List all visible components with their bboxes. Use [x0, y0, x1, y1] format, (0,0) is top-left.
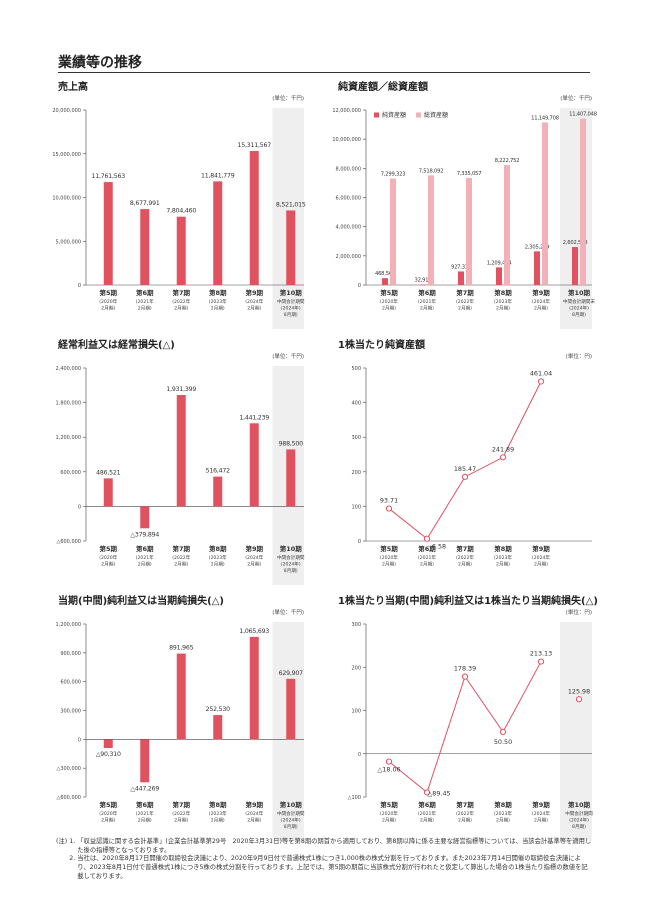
y-tick-label: △100 — [348, 795, 361, 801]
data-point — [462, 674, 467, 679]
data-point — [386, 759, 391, 764]
x-sublabel: 8月期) — [572, 824, 586, 830]
x-sublabel: 2月期) — [496, 818, 510, 824]
y-tick-label: 0 — [358, 752, 361, 758]
data-label: 213.13 — [530, 650, 552, 658]
x-sublabel: 2月期) — [534, 818, 548, 824]
footnote-prefix: (注) — [56, 838, 69, 855]
data-label: △89.45 — [427, 789, 450, 797]
data-label: 178.39 — [454, 665, 476, 673]
data-point — [538, 659, 543, 664]
x-category-label: 第6期 — [418, 800, 436, 809]
unit-label: (単位：円) — [566, 608, 592, 616]
x-sublabel: (2020年 — [380, 810, 398, 817]
x-sublabel: (2023年 — [494, 810, 512, 817]
y-tick-label: 200 — [351, 665, 361, 671]
footnote-number: 1. — [69, 838, 77, 855]
x-category-label: 第8期 — [494, 800, 512, 809]
y-tick-label: 100 — [351, 709, 361, 715]
x-category-label: 第10期 — [568, 800, 591, 809]
x-sublabel: (2024年) — [569, 817, 589, 824]
series-line — [389, 662, 541, 793]
x-sublabel: 中間会計期間 — [565, 810, 593, 817]
footnotes: (注) 1. 「収益認識に関する会計基準」(企業会計基準第29号 2020年3月… — [56, 838, 592, 882]
footnote-text: 当社は、2020年8月17日開催の取締役会決議により、2020年9月9日付で普通… — [77, 855, 592, 881]
footnote-number: 2. — [69, 855, 77, 881]
data-point — [500, 729, 505, 734]
data-label: △18.06 — [377, 766, 400, 774]
x-sublabel: (2021年 — [418, 810, 436, 817]
footnote-text: 「収益認識に関する会計基準」(企業会計基準第29号 2020年3月31日)等を第… — [77, 838, 592, 855]
x-category-label: 第7期 — [456, 800, 474, 809]
x-sublabel: 2月期) — [382, 818, 396, 824]
x-category-label: 第5期 — [380, 800, 398, 809]
x-sublabel: 2月期) — [420, 818, 434, 824]
data-label: 50.50 — [494, 738, 512, 746]
x-category-label: 第9期 — [532, 800, 550, 809]
x-sublabel: (2024年 — [532, 810, 550, 817]
data-point — [576, 697, 581, 702]
data-label: 125.98 — [568, 687, 590, 695]
y-tick-label: 300 — [351, 622, 361, 628]
x-sublabel: 2月期) — [458, 818, 472, 824]
chart-title: 1株当たり当期(中間)純利益又は1株当たり当期純損失(△) — [338, 594, 598, 607]
x-sublabel: (2022年 — [456, 810, 474, 817]
eps-chart: 1株当たり当期(中間)純利益又は1株当たり当期純損失(△)(単位：円) △100 0… — [0, 0, 648, 915]
